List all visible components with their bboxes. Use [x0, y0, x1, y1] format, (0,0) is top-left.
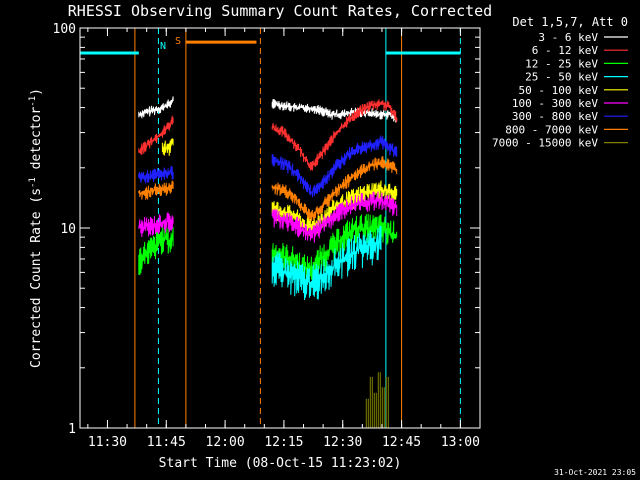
- y-axis-label: Corrected Count Rate (s-1 detector-1): [28, 88, 44, 368]
- legend-label-4: 50 - 100 keV: [519, 84, 599, 97]
- y-axis-label-end: ): [29, 88, 44, 96]
- x-tick-label-5: 12:45: [382, 435, 421, 450]
- series-trace-2-0: [138, 224, 174, 275]
- x-axis: 11:30 11:45 12:00 12:15 12:30 12:45 13:00: [87, 28, 480, 450]
- plot-area: [79, 28, 461, 428]
- y-tick-label-2: 100: [53, 22, 76, 37]
- series-trace-4-0: [161, 138, 174, 156]
- legend-label-5: 100 - 300 keV: [512, 97, 598, 110]
- x-tick-label-6: 13:00: [441, 435, 480, 450]
- series-trace-1-1: [271, 99, 398, 171]
- series-trace-3-0: [271, 225, 382, 301]
- legend-label-2: 12 - 25 keV: [525, 57, 598, 70]
- series-trace-5-0: [138, 212, 174, 238]
- y-tick-label-0: 1: [68, 422, 76, 437]
- legend-label-6: 300 - 800 keV: [512, 110, 598, 123]
- annotation-s: S: [175, 36, 181, 47]
- x-tick-label-0: 11:30: [88, 435, 127, 450]
- series-trace-6-0: [138, 165, 174, 184]
- x-axis-label: Start Time (08-Oct-15 11:23:02): [159, 456, 402, 471]
- y-tick-label-1: 10: [60, 222, 76, 237]
- legend-label-3: 25 - 50 keV: [525, 71, 598, 84]
- y-axis: 1 10 100: [53, 22, 480, 437]
- x-tick-label-1: 11:45: [147, 435, 186, 450]
- series-trace-8-0: [365, 372, 389, 428]
- series-trace-1-0: [138, 115, 174, 155]
- series-trace-0-1: [271, 98, 398, 123]
- x-tick-label-2: 12:00: [206, 435, 245, 450]
- series-trace-7-0: [138, 180, 174, 200]
- y-axis-label-mid: detector: [29, 107, 44, 178]
- y-axis-label-sup2: -1: [28, 96, 38, 107]
- annotation-n: N: [160, 41, 166, 52]
- legend-label-1: 6 - 12 keV: [532, 44, 599, 57]
- series-trace-5-1: [271, 191, 398, 243]
- series-trace-6-1: [271, 135, 398, 198]
- timestamp: 31-Oct-2021 23:05: [554, 468, 636, 477]
- x-tick-label-3: 12:15: [264, 435, 303, 450]
- y-axis-label-sup1: -1: [28, 177, 38, 188]
- legend-label-8: 7000 - 15000 keV: [492, 137, 598, 150]
- legend-label-0: 3 - 6 keV: [538, 31, 598, 44]
- chart-title: RHESSI Observing Summary Count Rates, Co…: [68, 2, 492, 20]
- legend-title: Det 1,5,7, Att 0: [512, 15, 628, 29]
- x-tick-label-4: 12:30: [323, 435, 362, 450]
- series-trace-7-1: [271, 156, 398, 221]
- y-axis-label-main: Corrected Count Rate (s: [29, 188, 44, 368]
- legend-label-7: 800 - 7000 keV: [505, 123, 598, 136]
- series-layer: [138, 96, 398, 428]
- series-trace-0-0: [138, 96, 174, 119]
